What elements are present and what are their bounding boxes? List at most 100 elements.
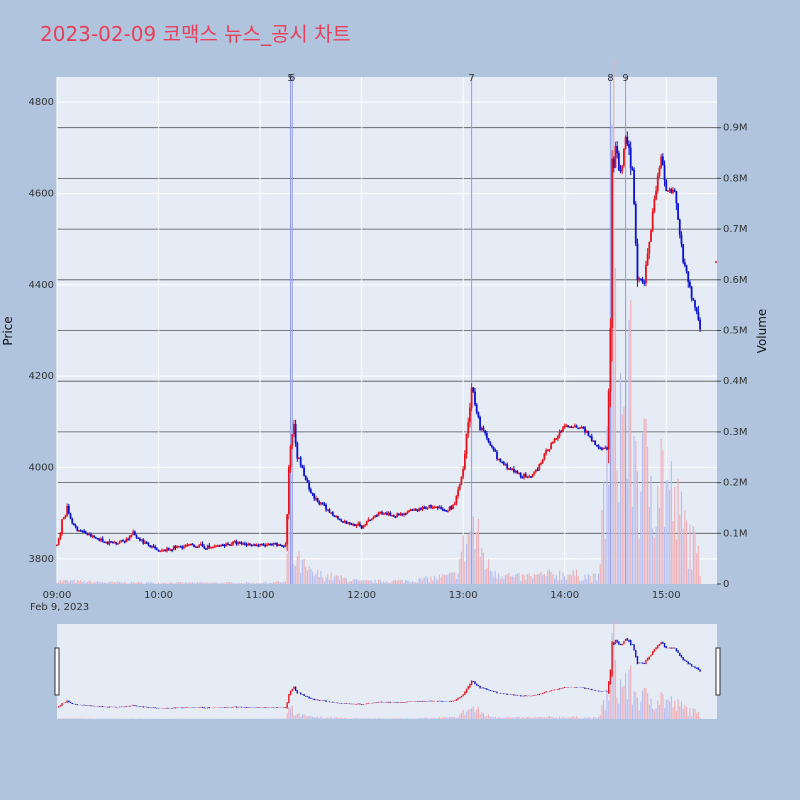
candle-body <box>535 469 537 472</box>
candle-body <box>487 438 490 443</box>
candle-body <box>482 427 485 431</box>
volume-bar <box>684 510 686 584</box>
candle-body <box>120 539 123 542</box>
mini-volume-bar <box>318 717 320 719</box>
mini-volume-bar <box>635 692 637 719</box>
volume-bar <box>569 574 571 584</box>
candle-body <box>247 543 250 546</box>
candle-body <box>318 501 321 505</box>
y2-tick-label: 0.7M <box>723 224 748 235</box>
candle-body <box>611 158 613 328</box>
candle-body <box>184 544 187 547</box>
candle-body <box>409 509 412 511</box>
volume-bar <box>418 577 420 584</box>
candle-body <box>504 464 507 466</box>
candle-body <box>455 496 458 504</box>
mini-volume-bar <box>379 718 381 719</box>
candle-body <box>186 544 189 547</box>
volume-bar <box>61 581 63 584</box>
mini-volume-bar <box>317 716 319 719</box>
volume-bar <box>653 537 655 584</box>
volume-bar <box>621 414 623 584</box>
candle-body <box>584 427 586 433</box>
volume-bar <box>603 481 605 584</box>
y2-tick-label: 0.2M <box>723 478 748 489</box>
candle-body <box>665 180 668 192</box>
rangeslider-area[interactable] <box>57 624 717 719</box>
mini-volume-bar <box>486 716 488 719</box>
rangeslider-right-handle[interactable] <box>715 647 721 696</box>
volume-bar <box>579 580 581 584</box>
candle-body <box>467 422 470 434</box>
candle-body <box>364 525 366 527</box>
mini-volume-bar <box>435 717 437 719</box>
y-tick-label: 4400 <box>29 280 54 291</box>
volume-bar <box>149 582 151 584</box>
candle-body <box>391 515 393 517</box>
volume-bar <box>584 574 586 584</box>
candle-body <box>538 463 541 470</box>
volume-bar <box>372 582 375 584</box>
mini-volume-bar <box>460 712 463 719</box>
rangeslider-left-handle[interactable] <box>54 647 60 696</box>
volume-bar <box>657 485 659 584</box>
mini-volume-bar <box>508 716 510 719</box>
candle-body <box>580 426 583 429</box>
candle-body <box>436 506 439 509</box>
mini-volume-bar <box>406 718 408 719</box>
volume-bar <box>647 447 649 584</box>
candle-body <box>489 442 492 446</box>
candle-body <box>169 549 172 551</box>
volume-bar <box>655 526 657 584</box>
mini-volume-bar <box>330 716 332 719</box>
candle-body <box>629 147 632 168</box>
candle-body <box>157 549 160 552</box>
volume-bar <box>648 506 650 584</box>
mini-volume-bar <box>344 717 346 719</box>
volume-bar <box>227 582 229 584</box>
candle-body <box>602 447 605 450</box>
volume-bar <box>91 583 94 584</box>
volume-bar <box>59 579 61 584</box>
volume-bar <box>75 582 77 584</box>
volume-bar <box>97 580 99 584</box>
candle-body <box>360 525 363 529</box>
volume-bar <box>482 552 485 584</box>
volume-bar <box>86 581 89 584</box>
candle-body <box>365 521 368 526</box>
mini-volume-bar <box>352 718 354 719</box>
mini-volume-bar <box>459 714 461 719</box>
volume-bar <box>486 568 488 584</box>
candle-body <box>518 472 520 475</box>
mini-volume-bar <box>374 718 376 719</box>
mini-volume-bar <box>300 716 302 719</box>
mini-volume-bar <box>377 718 380 719</box>
candle-body <box>645 265 647 284</box>
x-tick-label: 14:00 <box>550 590 579 601</box>
volume-bar <box>430 576 432 584</box>
candle-body <box>396 513 399 517</box>
candle-body <box>687 271 690 283</box>
candle-body <box>428 505 431 508</box>
volume-bar <box>498 573 500 584</box>
candle-body <box>232 541 234 545</box>
mini-volume-bar <box>430 717 432 719</box>
candle-body <box>250 545 253 547</box>
candle-body <box>372 517 375 519</box>
volume-bar <box>215 582 217 584</box>
volume-bar <box>317 569 319 584</box>
mini-volume-bar <box>516 717 518 719</box>
candle-body <box>88 533 91 536</box>
candle-body <box>484 430 487 434</box>
mini-volume-bar <box>64 718 67 719</box>
candle-body <box>67 505 70 514</box>
mini-volume-bar <box>90 718 92 719</box>
mini-volume-bar <box>531 717 534 719</box>
volume-bar <box>560 579 562 584</box>
candle-body <box>338 518 341 521</box>
candle-body <box>548 449 551 451</box>
volume-bar <box>374 579 376 584</box>
volume-bar <box>535 574 537 584</box>
candle-body <box>514 470 517 473</box>
volume-bar <box>604 539 606 584</box>
